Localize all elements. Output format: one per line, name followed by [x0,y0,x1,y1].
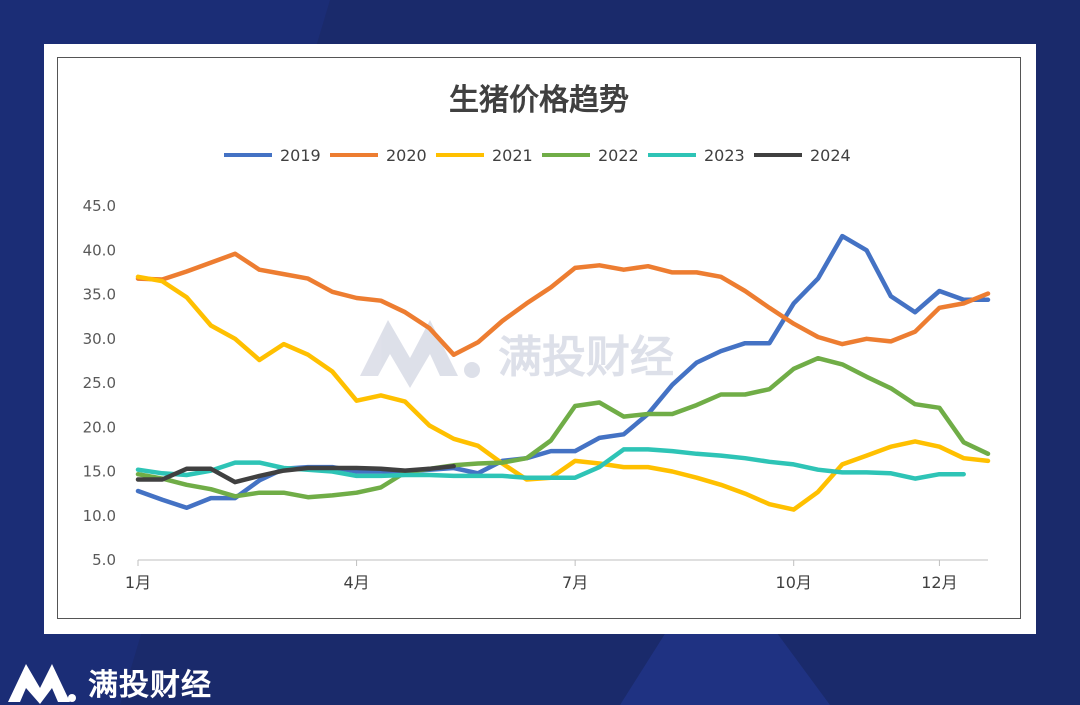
series-line-2024 [135,463,456,485]
y-tick-label: 30.0 [83,330,116,348]
legend-label: 2023 [704,146,745,165]
x-tick-label: 12月 [921,573,957,592]
y-tick-label: 10.0 [83,507,116,525]
legend-label: 2022 [598,146,639,165]
watermark: 满投财经 [360,320,674,388]
line-chart: 满投财经 生猪价格趋势 2019 2020 2021 2022 2023 2024 45.… [83,83,991,592]
y-tick-label: 5.0 [92,551,116,569]
chart-frame: 满投财经 生猪价格趋势 2019 2020 2021 2022 2023 2024 45.… [57,57,1021,619]
legend-item-2020: 2020 [330,146,427,165]
x-tick-label: 10月 [776,573,812,592]
x-tick-label: 7月 [562,573,588,592]
legend-item-2022: 2022 [542,146,639,165]
y-tick-label: 25.0 [83,374,116,392]
legend-label: 2019 [280,146,321,165]
series-lines [135,233,991,512]
brand-name: 满投财经 [88,668,212,703]
series-line-2022 [135,355,991,500]
chart-card: 满投财经 生猪价格趋势 2019 2020 2021 2022 2023 2024 45.… [44,44,1036,634]
legend-item-2024: 2024 [754,146,851,165]
footer-brand: 满投财经 [8,660,212,704]
series-line-2021 [135,274,991,512]
y-tick-label: 45.0 [83,197,116,215]
legend-label: 2021 [492,146,533,165]
legend-label: 2020 [386,146,427,165]
series-line-2020 [135,251,991,357]
y-axis: 45.0 40.0 35.0 30.0 25.0 20.0 15.0 10.0 5.0 [83,197,116,569]
watermark-logo-icon [360,320,458,388]
legend-item-2019: 2019 [224,146,321,165]
x-axis: 1月 4月 7月 10月 12月 [125,559,988,592]
y-tick-label: 40.0 [83,241,116,259]
chart-legend: 2019 2020 2021 2022 2023 2024 [224,146,851,165]
series-line-2023 [135,447,966,481]
chart-title: 生猪价格趋势 [449,83,629,118]
y-tick-label: 15.0 [83,463,116,481]
brand-logo-icon [8,664,76,704]
y-tick-label: 35.0 [83,286,116,304]
legend-item-2023: 2023 [648,146,745,165]
y-tick-label: 20.0 [83,418,116,436]
x-tick-label: 1月 [125,573,151,592]
legend-label: 2024 [810,146,851,165]
legend-item-2021: 2021 [436,146,533,165]
watermark-text: 满投财经 [498,332,674,383]
x-tick-label: 4月 [343,573,369,592]
